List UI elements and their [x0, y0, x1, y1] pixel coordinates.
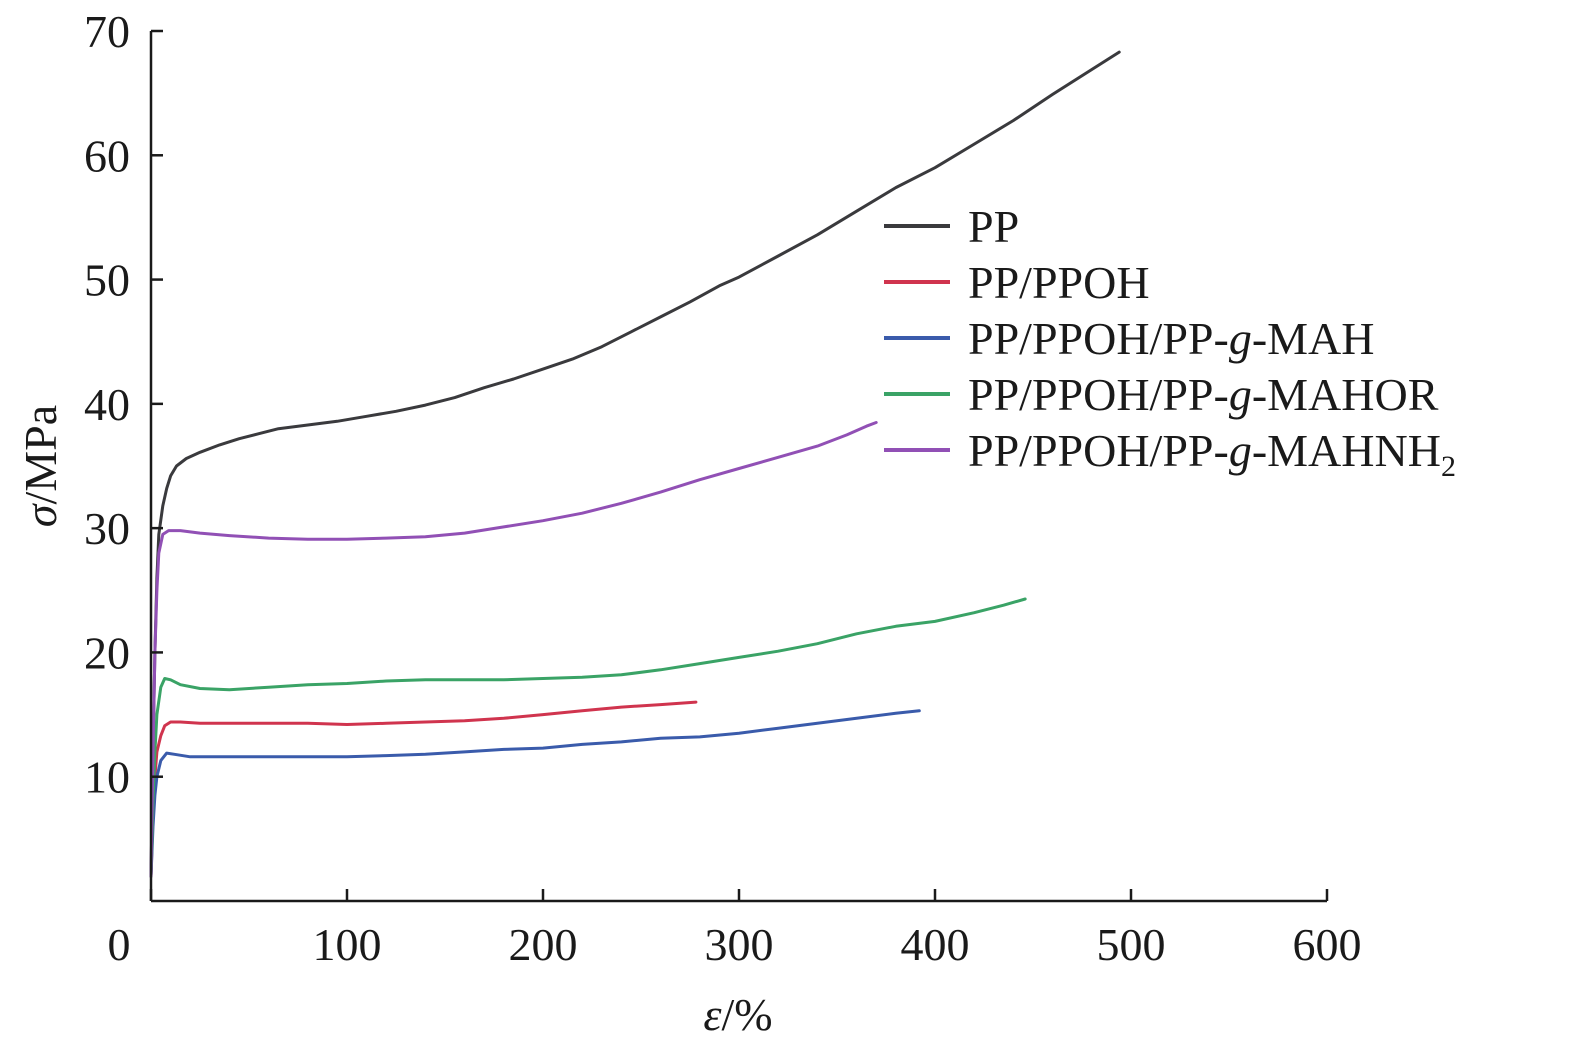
- x-tick-label: 0: [108, 919, 131, 970]
- axes: 0 100 200 300 400 500 600 10 20 30 40 50 60 70: [84, 6, 1362, 970]
- plot-area: [149, 50, 1121, 878]
- legend-label-3: PP/PPOH/PP-g-MAH: [968, 313, 1375, 364]
- y-tick-label: 30: [84, 503, 130, 554]
- x-tick-label: 500: [1097, 919, 1166, 970]
- x-tick-label: 100: [313, 919, 382, 970]
- y-tick-label: 10: [84, 752, 130, 803]
- series-line-1: [149, 50, 1121, 878]
- y-tick-label: 60: [84, 130, 130, 181]
- x-axis-title: ε/%: [703, 989, 772, 1040]
- y-tick-label: 20: [84, 627, 130, 678]
- x-tick-label: 200: [509, 919, 578, 970]
- series-line-3: [149, 709, 921, 878]
- y-tick-label: 50: [84, 255, 130, 306]
- x-tick-label: 300: [705, 919, 774, 970]
- legend-label-5: PP/PPOH/PP-g-MAHNH2: [968, 425, 1456, 483]
- y-tick-label: 40: [84, 379, 130, 430]
- x-tick-label: 400: [901, 919, 970, 970]
- legend: PPPP/PPOHPP/PPOH/PP-g-MAHPP/PPOH/PP-g-MA…: [884, 201, 1456, 483]
- series-line-4: [149, 597, 1027, 878]
- series-line-2: [149, 700, 698, 878]
- legend-label-2: PP/PPOH: [968, 257, 1150, 308]
- y-axis-title: σ/MPa: [15, 405, 66, 527]
- legend-label-1: PP: [968, 201, 1019, 252]
- y-tick-label: 70: [84, 6, 130, 57]
- series-line-5: [149, 421, 878, 878]
- legend-label-4: PP/PPOH/PP-g-MAHOR: [968, 369, 1439, 420]
- x-tick-label: 600: [1293, 919, 1362, 970]
